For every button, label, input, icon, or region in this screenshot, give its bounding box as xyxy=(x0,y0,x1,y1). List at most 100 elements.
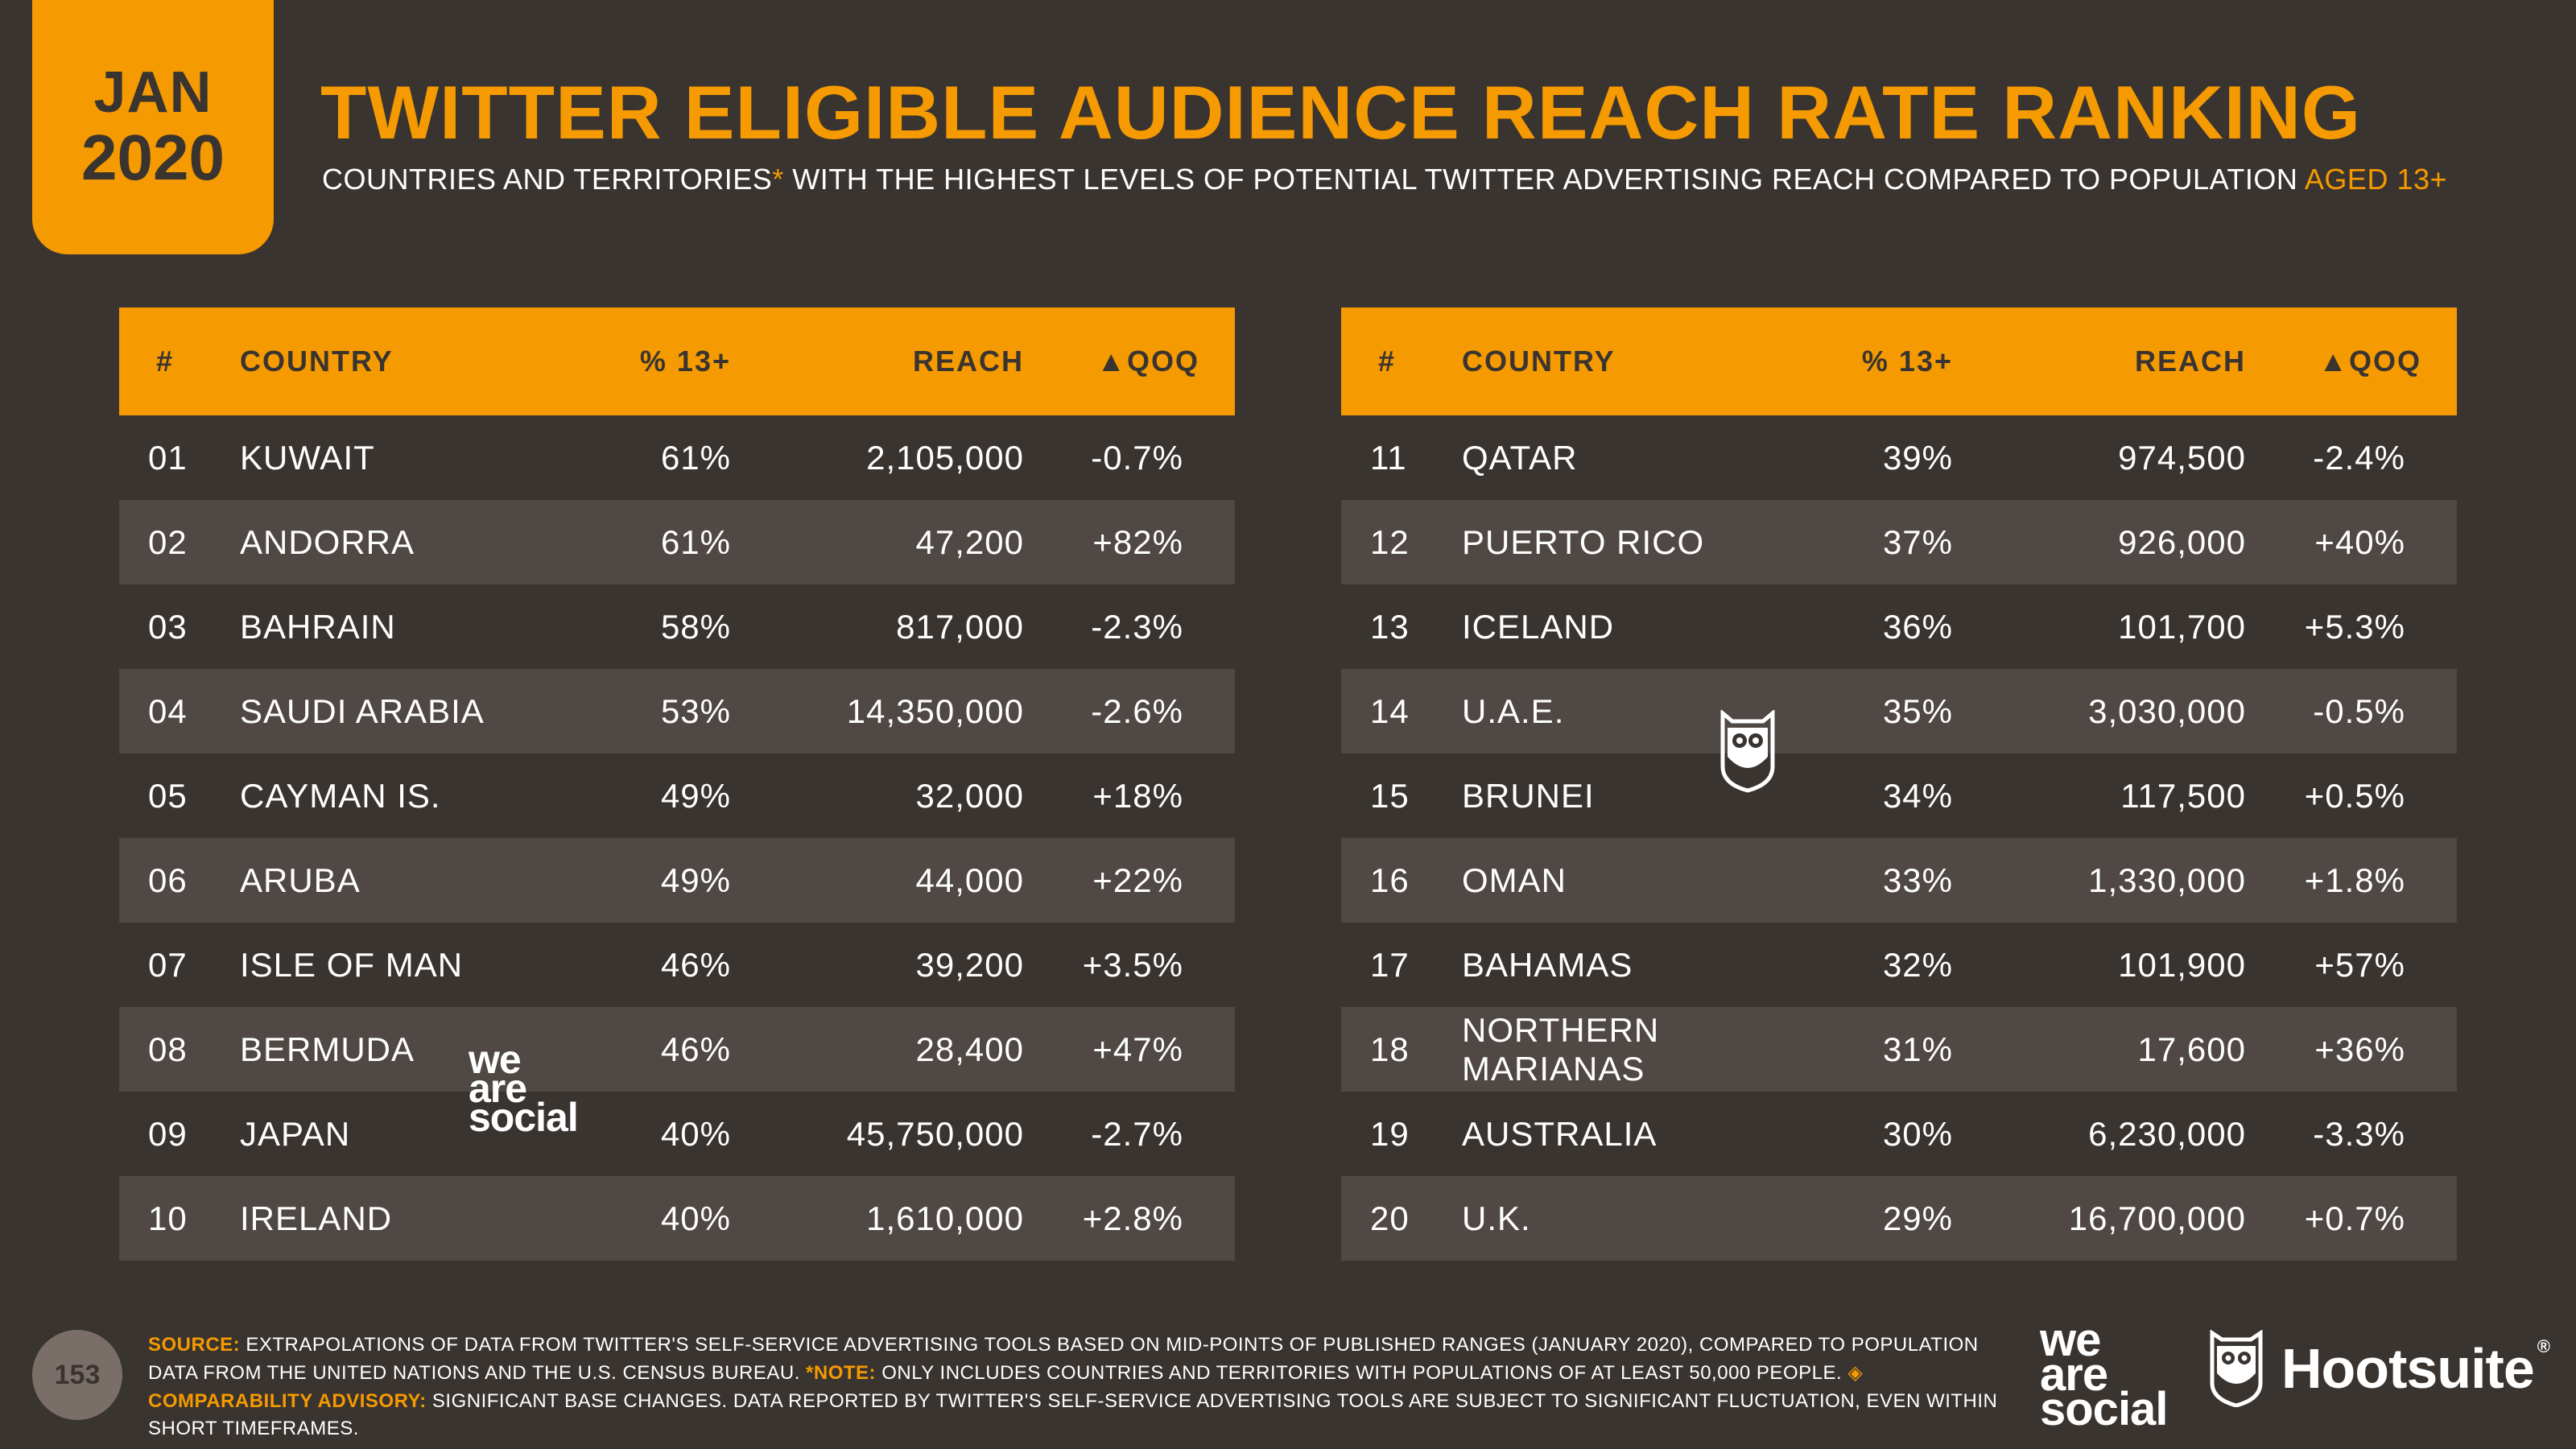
reach-cell: 16,700,000 xyxy=(2068,1199,2246,1237)
registered-mark: ® xyxy=(2537,1336,2550,1356)
percent-cell: 33% xyxy=(1882,861,1953,899)
note-label: *NOTE: xyxy=(806,1361,877,1384)
country-cell: CAYMAN IS. xyxy=(240,776,441,815)
percent-cell: 46% xyxy=(660,1030,731,1068)
subtitle-asterisk: * xyxy=(772,163,784,196)
country-cell: ISLE OF MAN xyxy=(240,945,464,984)
percent-cell: 46% xyxy=(660,945,731,984)
badge-year: 2020 xyxy=(81,121,225,193)
country-cell: ANDORRA xyxy=(240,522,415,561)
we-are-social-logo: we are social xyxy=(2040,1314,2168,1433)
percent-cell: 61% xyxy=(660,522,731,561)
percent-cell: 39% xyxy=(1882,438,1953,477)
percent-cell: 34% xyxy=(1882,776,1953,815)
table-row: 14 U.A.E. 35% 3,030,000 -0.5% xyxy=(1341,669,2457,753)
header-reach: REACH xyxy=(2134,345,2246,378)
hootsuite-owl-watermark-icon xyxy=(1720,710,1775,793)
country-cell: OMAN xyxy=(1462,861,1567,899)
rank-cell: 19 xyxy=(1370,1114,1410,1153)
rank-cell: 10 xyxy=(148,1199,188,1237)
table-row: 16 OMAN 33% 1,330,000 +1.8% xyxy=(1341,838,2457,923)
reach-cell: 28,400 xyxy=(915,1030,1024,1068)
rank-cell: 01 xyxy=(148,438,188,477)
reach-cell: 47,200 xyxy=(915,522,1024,561)
header-country: COUNTRY xyxy=(240,345,394,378)
percent-cell: 36% xyxy=(1882,607,1953,646)
table-row: 03 BAHRAIN 58% 817,000 -2.3% xyxy=(119,584,1235,669)
percent-cell: 30% xyxy=(1882,1114,1953,1153)
country-cell: BAHRAIN xyxy=(240,607,396,646)
rank-cell: 18 xyxy=(1370,1030,1410,1068)
hootsuite-owl-icon xyxy=(2210,1330,2263,1407)
rank-cell: 17 xyxy=(1370,945,1410,984)
table-row: 18 NORTHERN MARIANAS 31% 17,600 +36% xyxy=(1341,1007,2457,1092)
note-text: ONLY INCLUDES COUNTRIES AND TERRITORIES … xyxy=(876,1361,1848,1384)
rank-cell: 04 xyxy=(148,691,188,730)
reach-cell: 1,330,000 xyxy=(2088,861,2246,899)
qoq-change-cell: +3.5% xyxy=(1082,945,1183,984)
reach-cell: 3,030,000 xyxy=(2088,691,2246,730)
reach-cell: 14,350,000 xyxy=(846,691,1024,730)
subtitle-main: COUNTRIES AND TERRITORIES xyxy=(322,163,773,196)
logo-line: we xyxy=(2040,1314,2101,1366)
reach-cell: 101,900 xyxy=(2118,945,2246,984)
table-row: 13 ICELAND 36% 101,700 +5.3% xyxy=(1341,584,2457,669)
qoq-change-cell: +1.8% xyxy=(2304,861,2405,899)
reach-cell: 101,700 xyxy=(2118,607,2246,646)
qoq-change-cell: -2.3% xyxy=(1091,607,1183,646)
header-pct: % 13+ xyxy=(1861,345,1953,378)
percent-cell: 61% xyxy=(660,438,731,477)
reach-cell: 6,230,000 xyxy=(2088,1114,2246,1153)
table-row: 08 BERMUDA 46% 28,400 +47% xyxy=(119,1007,1235,1092)
ranking-table-right: # COUNTRY % 13+ REACH ▲QOQ 11 QATAR 39% 974… xyxy=(1341,308,2457,1261)
percent-cell: 37% xyxy=(1882,522,1953,561)
page-subtitle: COUNTRIES AND TERRITORIES* WITH THE HIGH… xyxy=(322,163,2447,196)
table-row: 15 BRUNEI 34% 117,500 +0.5% xyxy=(1341,753,2457,838)
qoq-change-cell: -0.7% xyxy=(1091,438,1183,477)
table-row: 11 QATAR 39% 974,500 -2.4% xyxy=(1341,415,2457,500)
table-row: 20 U.K. 29% 16,700,000 +0.7% xyxy=(1341,1176,2457,1261)
qoq-change-cell: +36% xyxy=(2314,1030,2405,1068)
header-num: # xyxy=(156,345,175,378)
percent-cell: 31% xyxy=(1882,1030,1953,1068)
country-cell: BERMUDA xyxy=(240,1030,415,1068)
header-pct: % 13+ xyxy=(639,345,731,378)
logo-line: are xyxy=(2040,1348,2108,1401)
table-row: 10 IRELAND 40% 1,610,000 +2.8% xyxy=(119,1176,1235,1261)
table-row: 17 BAHAMAS 32% 101,900 +57% xyxy=(1341,923,2457,1007)
rank-cell: 12 xyxy=(1370,522,1410,561)
qoq-change-cell: +18% xyxy=(1092,776,1183,815)
watermark-line: are xyxy=(469,1066,527,1111)
rank-cell: 13 xyxy=(1370,607,1410,646)
table-row: 07 ISLE OF MAN 46% 39,200 +3.5% xyxy=(119,923,1235,1007)
page-number: 153 xyxy=(32,1330,122,1420)
qoq-change-cell: -2.4% xyxy=(2313,438,2405,477)
table-row: 01 KUWAIT 61% 2,105,000 -0.7% xyxy=(119,415,1235,500)
table-body: 01 KUWAIT 61% 2,105,000 -0.7% 02 ANDORRA 61% 47,… xyxy=(119,415,1235,1261)
table-body: 11 QATAR 39% 974,500 -2.4% 12 PUERTO RICO 37% 92… xyxy=(1341,415,2457,1261)
qoq-change-cell: +57% xyxy=(2314,945,2405,984)
percent-cell: 49% xyxy=(660,776,731,815)
country-cell: U.A.E. xyxy=(1462,691,1565,730)
qoq-change-cell: +82% xyxy=(1092,522,1183,561)
rank-cell: 02 xyxy=(148,522,188,561)
qoq-change-cell: -3.3% xyxy=(2313,1114,2405,1153)
header-qoq: ▲QOQ xyxy=(1096,345,1199,378)
rank-cell: 11 xyxy=(1370,438,1407,477)
rank-cell: 07 xyxy=(148,945,188,984)
rank-cell: 20 xyxy=(1370,1199,1410,1237)
qoq-change-cell: -2.6% xyxy=(1091,691,1183,730)
table-row: 12 PUERTO RICO 37% 926,000 +40% xyxy=(1341,500,2457,584)
rank-cell: 14 xyxy=(1370,691,1410,730)
country-cell: ARUBA xyxy=(240,861,361,899)
country-cell: IRELAND xyxy=(240,1199,393,1237)
percent-cell: 35% xyxy=(1882,691,1953,730)
table-row: 06 ARUBA 49% 44,000 +22% xyxy=(119,838,1235,923)
qoq-change-cell: +47% xyxy=(1092,1030,1183,1068)
table-row: 09 JAPAN 40% 45,750,000 -2.7% xyxy=(119,1092,1235,1176)
rank-cell: 05 xyxy=(148,776,188,815)
ranking-table-left: # COUNTRY % 13+ REACH ▲QOQ 01 KUWAIT 61% 2,… xyxy=(119,308,1235,1261)
reach-cell: 32,000 xyxy=(915,776,1024,815)
qoq-change-cell: +22% xyxy=(1092,861,1183,899)
